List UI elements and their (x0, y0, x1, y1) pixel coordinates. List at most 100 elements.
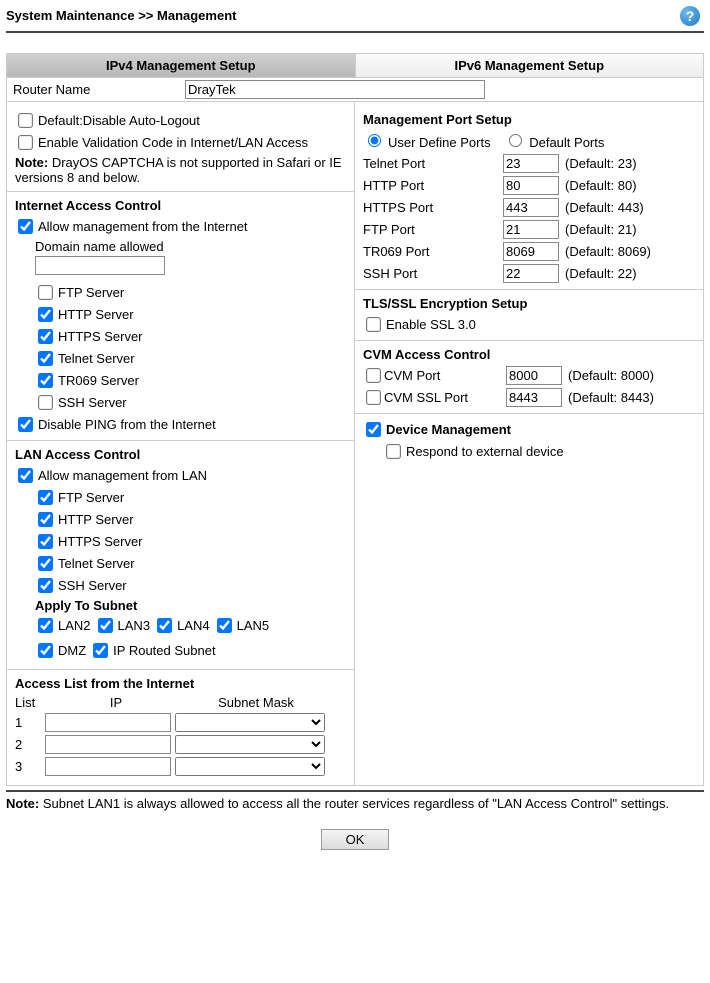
port-input-0[interactable] (503, 154, 559, 173)
port-row-0: Telnet Port(Default: 23) (363, 154, 695, 173)
cvm-head: CVM Access Control (363, 347, 695, 362)
chk-lac-allow[interactable] (18, 468, 33, 483)
chk-lac-ssh[interactable] (38, 578, 53, 593)
chk-lan5[interactable] (217, 618, 232, 633)
router-name-label: Router Name (13, 82, 185, 97)
chk-lac-telnet[interactable] (38, 556, 53, 571)
acl-col-list: List (15, 695, 51, 710)
def-cvm-port: (Default: 8000) (568, 368, 654, 383)
lbl-iac-allow: Allow management from the Internet (38, 219, 248, 234)
help-icon[interactable]: ? (680, 6, 700, 26)
port-input-4[interactable] (503, 242, 559, 261)
port-label-5: SSH Port (363, 266, 503, 281)
chk-lac-ftp[interactable] (38, 490, 53, 505)
lbl-default-ports: Default Ports (529, 135, 604, 150)
left-column: Default:Disable Auto-Logout Enable Valid… (7, 102, 355, 785)
radio-default-ports[interactable] (509, 134, 522, 147)
domain-allowed-input[interactable] (35, 256, 165, 275)
footer-note: Note: Subnet LAN1 is always allowed to a… (6, 790, 704, 811)
iac-head: Internet Access Control (15, 198, 346, 213)
chk-iac-tr069[interactable] (38, 373, 53, 388)
chk-iac-telnet[interactable] (38, 351, 53, 366)
port-input-5[interactable] (503, 264, 559, 283)
chk-lan2[interactable] (38, 618, 53, 633)
captcha-note: Note: DrayOS CAPTCHA is not supported in… (15, 155, 346, 185)
lbl-lac-ftp: FTP Server (58, 490, 124, 505)
footer-note-bold: Note: (6, 796, 39, 811)
lbl-iac-ssh: SSH Server (58, 395, 127, 410)
input-cvm-ssl[interactable] (506, 388, 562, 407)
lbl-iac-ftp: FTP Server (58, 285, 124, 300)
chk-lan3[interactable] (98, 618, 113, 633)
chk-lac-https[interactable] (38, 534, 53, 549)
ok-button[interactable]: OK (321, 829, 390, 850)
chk-iac-https[interactable] (38, 329, 53, 344)
lbl-dmz: DMZ (58, 643, 86, 658)
port-label-2: HTTPS Port (363, 200, 503, 215)
acl-ip-2[interactable] (45, 757, 171, 776)
lbl-default-disable-autologout: Default:Disable Auto-Logout (38, 113, 200, 128)
lbl-iac-tr069: TR069 Server (58, 373, 139, 388)
lbl-lan2: LAN2 (58, 618, 91, 633)
chk-device-mgmt[interactable] (366, 422, 381, 437)
domain-allowed-label: Domain name allowed (35, 239, 346, 254)
chk-enable-validation[interactable] (18, 135, 33, 150)
acl-row-2: 3 (15, 757, 346, 776)
chk-cvm-ssl[interactable] (366, 390, 381, 405)
note-text: DrayOS CAPTCHA is not supported in Safar… (15, 155, 342, 185)
chk-lan4[interactable] (157, 618, 172, 633)
port-default-1: (Default: 80) (565, 178, 637, 193)
port-row-3: FTP Port(Default: 21) (363, 220, 695, 239)
router-name-input[interactable] (185, 80, 485, 99)
input-cvm-port[interactable] (506, 366, 562, 385)
port-label-0: Telnet Port (363, 156, 503, 171)
chk-iac-http[interactable] (38, 307, 53, 322)
lbl-iac-telnet: Telnet Server (58, 351, 135, 366)
dm-head: Device Management (386, 422, 511, 437)
chk-default-disable-autologout[interactable] (18, 113, 33, 128)
port-input-3[interactable] (503, 220, 559, 239)
lbl-lan3: LAN3 (118, 618, 151, 633)
tab-ipv6[interactable]: IPv6 Management Setup (356, 54, 704, 77)
chk-iprouted[interactable] (93, 643, 108, 658)
chk-iac-allow[interactable] (18, 219, 33, 234)
chk-cvm-port[interactable] (366, 368, 381, 383)
radio-user-define[interactable] (368, 134, 381, 147)
chk-iac-ssh[interactable] (38, 395, 53, 410)
tab-bar: IPv4 Management Setup IPv6 Management Se… (6, 53, 704, 77)
lbl-iprouted: IP Routed Subnet (113, 643, 215, 658)
lbl-disable-ping: Disable PING from the Internet (38, 417, 216, 432)
port-row-4: TR069 Port(Default: 8069) (363, 242, 695, 261)
lbl-lac-https: HTTPS Server (58, 534, 143, 549)
lbl-iac-http: HTTP Server (58, 307, 134, 322)
acl-mask-0[interactable] (175, 713, 325, 732)
chk-lac-http[interactable] (38, 512, 53, 527)
chk-respond-external[interactable] (386, 444, 401, 459)
port-label-1: HTTP Port (363, 178, 503, 193)
tab-ipv4[interactable]: IPv4 Management Setup (7, 54, 356, 77)
mps-head: Management Port Setup (363, 112, 695, 127)
acl-ip-0[interactable] (45, 713, 171, 732)
chk-iac-ftp[interactable] (38, 285, 53, 300)
router-name-row: Router Name (7, 78, 703, 102)
chk-dmz[interactable] (38, 643, 53, 658)
lbl-lac-http: HTTP Server (58, 512, 134, 527)
lbl-lan4: LAN4 (177, 618, 210, 633)
lbl-respond-external: Respond to external device (406, 444, 564, 459)
acl-col-mask: Subnet Mask (181, 695, 331, 710)
right-column: Management Port Setup User Define Ports … (355, 102, 703, 785)
divider (6, 31, 704, 33)
def-cvm-ssl: (Default: 8443) (568, 390, 654, 405)
acl-mask-1[interactable] (175, 735, 325, 754)
acl-mask-2[interactable] (175, 757, 325, 776)
acl-num-0: 1 (15, 715, 45, 730)
apply-subnet-head: Apply To Subnet (35, 598, 346, 613)
lbl-enable-ssl3: Enable SSL 3.0 (386, 317, 476, 332)
chk-disable-ping[interactable] (18, 417, 33, 432)
acl-ip-1[interactable] (45, 735, 171, 754)
port-input-2[interactable] (503, 198, 559, 217)
port-row-2: HTTPS Port(Default: 443) (363, 198, 695, 217)
port-input-1[interactable] (503, 176, 559, 195)
chk-enable-ssl3[interactable] (366, 317, 381, 332)
acl-num-1: 2 (15, 737, 45, 752)
